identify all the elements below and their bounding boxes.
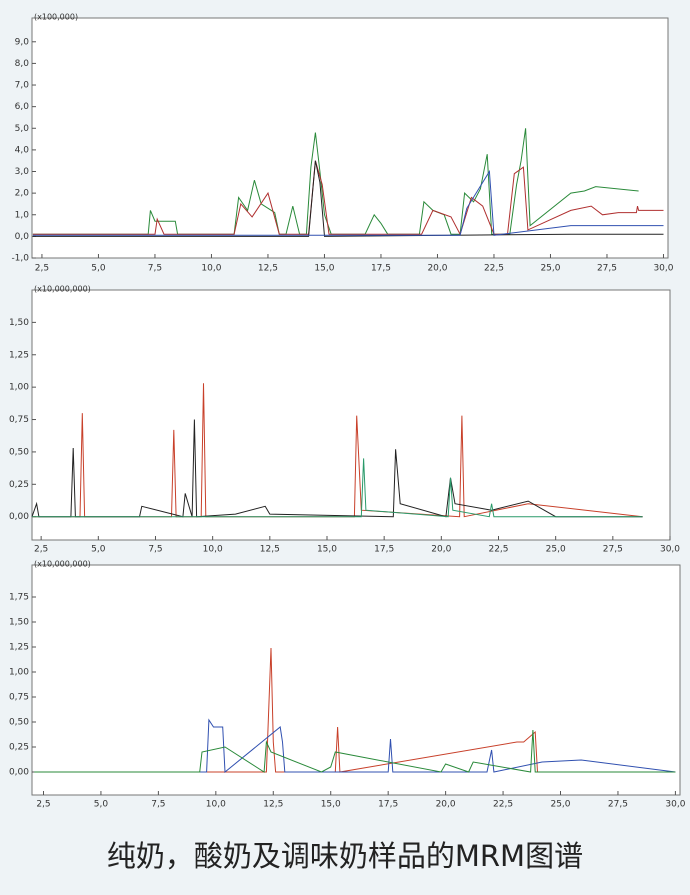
x-tick-label: 12,5: [260, 545, 280, 555]
y-multiplier: (x100,000): [34, 13, 78, 22]
x-tick-label: 10,0: [203, 545, 223, 555]
x-tick-label: 22,5: [493, 800, 513, 810]
y-tick-label: -1,0: [11, 254, 29, 264]
trace: [32, 160, 664, 237]
x-tick-label: 5,0: [91, 545, 106, 555]
y-tick-label: 8,0: [15, 59, 30, 69]
x-tick-label: 12,5: [263, 800, 283, 810]
x-tick-label: 2,5: [34, 545, 48, 555]
panel: (x10,000,000) 2,5 5,0 7,5 10,0 12,5 15,0 17,5 20…: [9, 560, 686, 810]
x-tick-label: 5,0: [91, 264, 106, 274]
y-multiplier: (x10,000,000): [34, 285, 91, 294]
x-tick-label: 7,5: [151, 800, 165, 810]
x-tick-label: 10,0: [201, 264, 221, 274]
y-tick-label: 0,00: [9, 512, 29, 522]
x-tick-label: 25,0: [550, 800, 570, 810]
y-tick-label: 7,0: [15, 81, 30, 91]
y-tick-label: 3,0: [15, 167, 30, 177]
plot-area: [31, 289, 671, 541]
x-tick-label: 2,5: [36, 800, 50, 810]
y-tick-label: 1,75: [9, 593, 29, 603]
x-tick-label: 22,5: [488, 545, 508, 555]
x-tick-label: 7,5: [148, 264, 162, 274]
x-tick-label: 17,5: [374, 545, 394, 555]
x-tick-label: 17,5: [371, 264, 391, 274]
y-tick-label: 0,50: [9, 447, 29, 457]
x-tick-label: 20,0: [427, 264, 447, 274]
y-tick-label: 0,25: [9, 480, 29, 490]
y-tick-label: 1,25: [9, 643, 29, 653]
x-tick-label: 27,5: [608, 800, 628, 810]
y-tick-label: 0,25: [9, 743, 29, 753]
panel: (x10,000,000) 2,5 5,0 7,5 10,0 12,5 15,0 17,5 20…: [9, 285, 680, 555]
trace: [34, 647, 676, 773]
x-tick-label: 27,5: [603, 545, 623, 555]
x-tick-label: 30,0: [660, 545, 680, 555]
trace: [32, 169, 664, 236]
y-tick-label: 2,0: [15, 189, 30, 199]
panel: (x100,000) 2,5 5,0 7,5 10,0 12,5 15,0 17,5 20,0 2…: [11, 13, 673, 274]
x-tick-label: 10,0: [206, 800, 226, 810]
trace: [32, 458, 643, 518]
trace: [31, 419, 643, 518]
x-tick-label: 15,0: [317, 545, 337, 555]
y-tick-label: 9,0: [15, 37, 30, 47]
y-tick-label: 1,00: [9, 383, 29, 393]
y-tick-label: 0,00: [9, 768, 29, 778]
x-tick-label: 15,0: [321, 800, 341, 810]
x-tick-label: 20,0: [431, 545, 451, 555]
y-tick-label: 4,0: [15, 145, 30, 155]
trace: [32, 160, 664, 236]
x-tick-label: 25,0: [546, 545, 566, 555]
trace: [34, 729, 676, 773]
trace: [34, 718, 676, 774]
x-tick-label: 7,5: [148, 545, 162, 555]
y-tick-label: 1,25: [9, 350, 29, 360]
y-tick-label: 0,50: [9, 718, 29, 728]
y-tick-label: 1,00: [9, 668, 29, 678]
y-tick-label: 6,0: [15, 102, 30, 112]
x-tick-label: 2,5: [35, 264, 49, 274]
caption: 纯奶，酸奶及调味奶样品的MRM图谱: [107, 839, 583, 873]
plot-area: [31, 17, 669, 259]
y-tick-label: 1,50: [9, 318, 29, 328]
y-multiplier: (x10,000,000): [34, 560, 91, 569]
x-tick-label: 12,5: [258, 264, 278, 274]
x-tick-label: 17,5: [378, 800, 398, 810]
x-tick-label: 22,5: [484, 264, 504, 274]
x-tick-label: 25,0: [540, 264, 560, 274]
y-tick-label: 0,75: [9, 415, 29, 425]
x-tick-label: 5,0: [94, 800, 109, 810]
y-tick-label: 5,0: [15, 124, 30, 134]
x-tick-label: 27,5: [597, 264, 617, 274]
plot-area: [31, 564, 681, 796]
y-tick-label: 1,0: [15, 210, 30, 220]
y-tick-label: 0,0: [15, 232, 30, 242]
trace: [32, 128, 639, 235]
x-tick-label: 30,0: [665, 800, 685, 810]
y-tick-label: 0,75: [9, 693, 29, 703]
x-tick-label: 30,0: [653, 264, 673, 274]
x-tick-label: 15,0: [314, 264, 334, 274]
y-tick-label: 1,50: [9, 618, 29, 628]
x-tick-label: 20,0: [436, 800, 456, 810]
